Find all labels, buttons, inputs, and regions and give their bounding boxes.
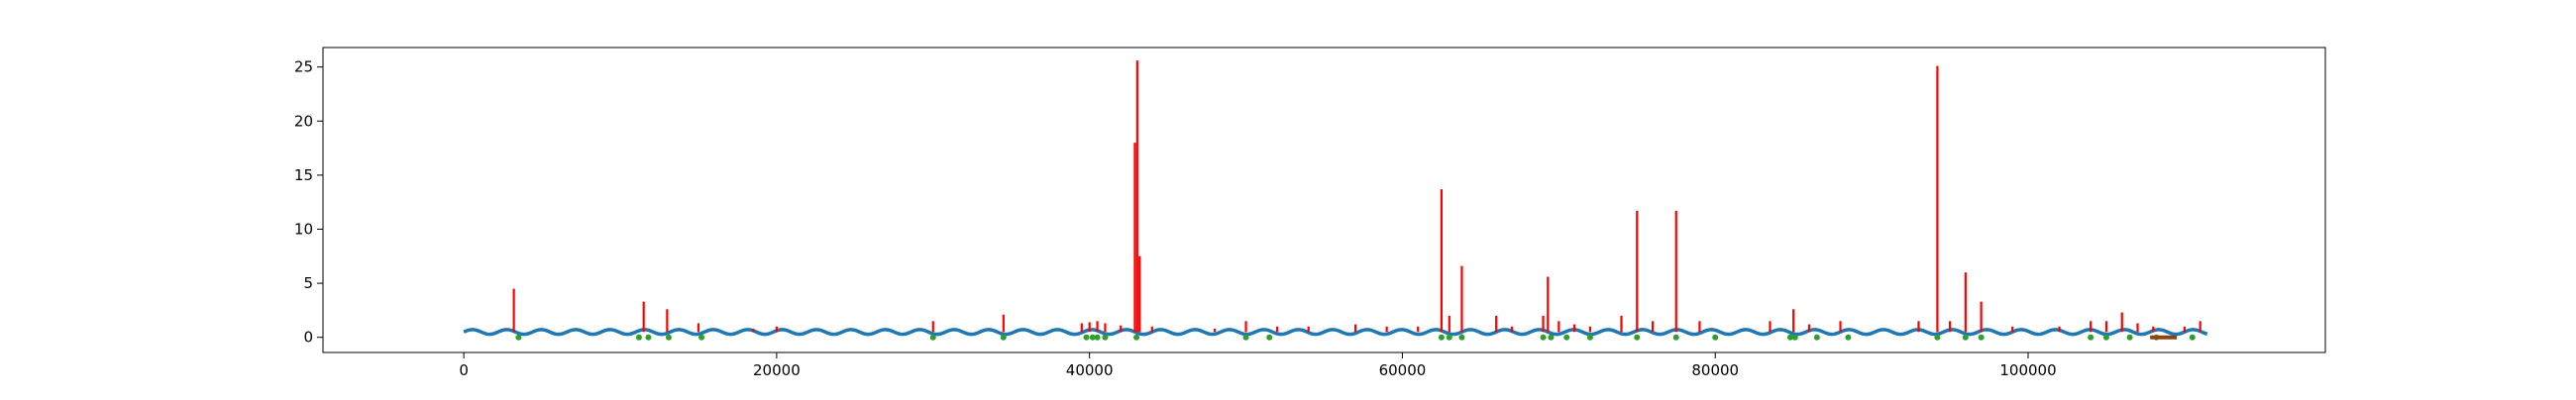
anomaly-marker-25 bbox=[1791, 334, 1798, 341]
anomaly-marker-0 bbox=[515, 334, 522, 341]
x-tick-label-1: 20000 bbox=[753, 361, 801, 379]
anomaly-marker-6 bbox=[1000, 334, 1007, 341]
anomaly-marker-13 bbox=[1266, 334, 1273, 341]
plot-area bbox=[463, 60, 2208, 341]
x-tick-label-2: 40000 bbox=[1066, 361, 1114, 379]
anomaly-marker-33 bbox=[2126, 334, 2133, 341]
y-tick-label-1: 5 bbox=[303, 274, 313, 292]
anomaly-marker-22 bbox=[1672, 334, 1679, 341]
anomaly-marker-28 bbox=[1934, 334, 1941, 341]
x-tick-label-4: 80000 bbox=[1691, 361, 1739, 379]
anomaly-marker-21 bbox=[1634, 334, 1641, 341]
x-axis: 0 20000 40000 60000 80000 100000 bbox=[459, 352, 2057, 379]
anomaly-marker-4 bbox=[698, 334, 705, 341]
y-tick-label-4: 20 bbox=[294, 112, 313, 130]
anomaly-marker-3 bbox=[665, 334, 672, 341]
anomaly-marker-27 bbox=[1845, 334, 1852, 341]
anomaly-marker-24 bbox=[1787, 334, 1794, 341]
anomaly-marker-15 bbox=[1446, 334, 1452, 341]
axes-frame bbox=[322, 47, 2326, 353]
y-tick-label-5: 25 bbox=[294, 58, 313, 76]
anomaly-marker-18 bbox=[1548, 334, 1555, 341]
anomaly-marker-8 bbox=[1089, 334, 1096, 341]
anomaly-marker-2 bbox=[645, 334, 652, 341]
anomaly-marker-9 bbox=[1094, 334, 1101, 341]
baseline-series-line bbox=[463, 328, 2208, 337]
anomaly-marker-16 bbox=[1458, 334, 1465, 341]
anomaly-marker-10 bbox=[1102, 334, 1109, 341]
anomaly-marker-17 bbox=[1540, 334, 1547, 341]
anomaly-marker-35 bbox=[2189, 334, 2196, 341]
anomaly-marker-29 bbox=[1962, 334, 1969, 341]
y-axis: 0 5 10 15 20 25 bbox=[294, 58, 323, 347]
anomaly-marker-11 bbox=[1133, 334, 1140, 341]
anomaly-marker-5 bbox=[929, 334, 936, 341]
anomaly-marker-7 bbox=[1083, 334, 1090, 341]
anomaly-marker-23 bbox=[1712, 334, 1719, 341]
anomaly-marker-1 bbox=[635, 334, 642, 341]
x-tick-label-3: 60000 bbox=[1379, 361, 1427, 379]
anomaly-marker-26 bbox=[1813, 334, 1820, 341]
anomaly-marker-12 bbox=[1242, 334, 1249, 341]
y-tick-label-0: 0 bbox=[303, 329, 313, 347]
anomaly-marker-30 bbox=[1978, 334, 1985, 341]
anomaly-marker-14 bbox=[1438, 334, 1445, 341]
anomaly-marker-31 bbox=[2088, 334, 2094, 341]
anomaly-marker-20 bbox=[1586, 334, 1593, 341]
x-tick-label-5: 100000 bbox=[1999, 361, 2056, 379]
y-tick-label-3: 15 bbox=[294, 166, 313, 184]
x-tick-label-0: 0 bbox=[459, 361, 469, 379]
y-tick-label-2: 10 bbox=[294, 220, 313, 238]
anomaly-marker-32 bbox=[2102, 334, 2109, 341]
anomaly-marker-19 bbox=[1563, 334, 1570, 341]
